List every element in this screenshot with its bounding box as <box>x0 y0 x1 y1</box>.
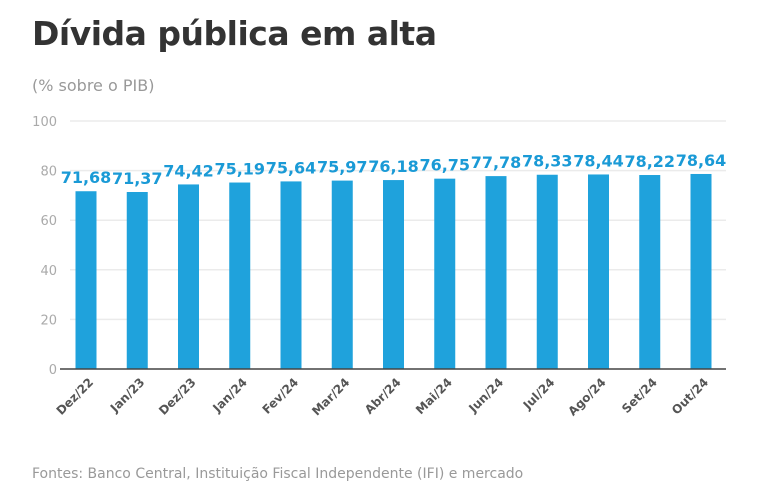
x-tick-label: Out/24 <box>669 375 711 417</box>
bar <box>434 178 456 369</box>
data-label: 76,18 <box>368 157 419 176</box>
bar <box>178 184 199 369</box>
bar <box>331 180 353 369</box>
bar <box>280 181 302 369</box>
data-label: 77,78 <box>471 153 522 172</box>
bar <box>383 180 404 369</box>
y-tick-label: 20 <box>40 313 57 328</box>
data-label: 74,42 <box>163 161 214 180</box>
bar <box>75 191 97 369</box>
bar <box>588 174 609 369</box>
x-tick-label: Fev/24 <box>260 375 302 417</box>
x-tick-label: Mai/24 <box>413 375 455 417</box>
y-tick-label: 80 <box>40 165 57 180</box>
x-tick-label: Dez/23 <box>156 375 199 418</box>
y-tick-label: 40 <box>40 264 57 279</box>
x-tick-label: Jun/24 <box>465 375 506 416</box>
bar <box>229 182 251 369</box>
data-label: 75,97 <box>317 158 368 177</box>
bar <box>485 176 507 369</box>
data-label: 76,75 <box>419 156 470 175</box>
data-label: 78,33 <box>522 152 573 171</box>
bar <box>536 174 558 369</box>
x-tick-label: Ago/24 <box>565 375 608 418</box>
x-tick-label: Dez/22 <box>54 375 97 418</box>
x-tick-label: Abr/24 <box>362 375 404 417</box>
chart-subtitle: (% sobre o PIB) <box>32 76 155 95</box>
data-label: 75,64 <box>266 158 317 177</box>
data-label: 78,64 <box>676 151 727 170</box>
data-label: 71,68 <box>61 168 112 187</box>
x-tick-label: Jan/24 <box>209 375 249 415</box>
y-tick-label: 60 <box>40 214 57 229</box>
data-label: 78,44 <box>573 151 624 170</box>
x-tick-label: Set/24 <box>619 375 660 416</box>
source-note: Fontes: Banco Central, Instituição Fisca… <box>32 466 524 482</box>
data-label: 75,19 <box>214 160 265 179</box>
data-label: 78,22 <box>624 152 675 171</box>
data-label: 71,37 <box>112 169 163 188</box>
y-tick-label: 100 <box>32 115 57 130</box>
x-tick-label: Jul/24 <box>520 375 558 413</box>
bar <box>126 192 148 369</box>
bar <box>639 175 661 369</box>
chart-title: Dívida pública em alta <box>32 14 437 53</box>
x-tick-label: Mar/24 <box>309 375 352 418</box>
bar <box>690 173 712 369</box>
x-tick-label: Jan/23 <box>107 375 147 415</box>
y-tick-label: 0 <box>49 363 57 378</box>
